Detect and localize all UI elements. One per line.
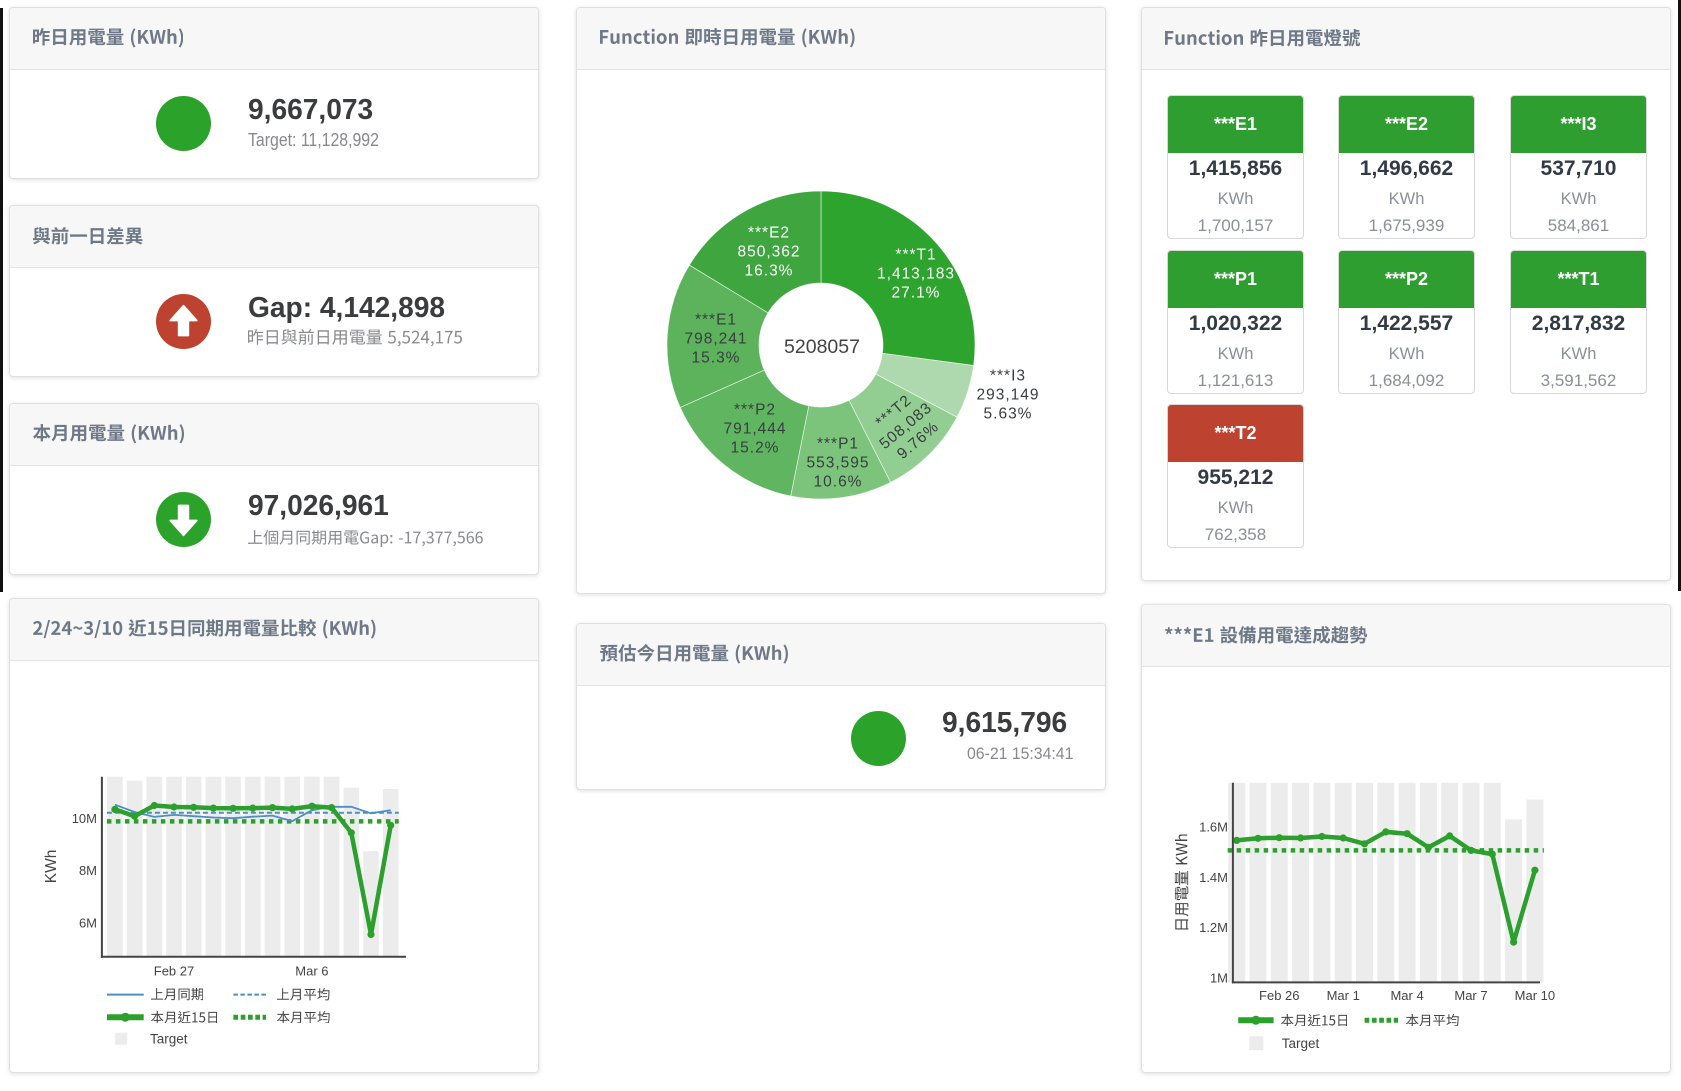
svg-text:6M: 6M [79,915,97,930]
svg-text:Mar 10: Mar 10 [1515,988,1555,1003]
svg-text:Mar 1: Mar 1 [1327,988,1360,1003]
svg-text:1.2M: 1.2M [1199,920,1228,935]
svg-text:Mar 4: Mar 4 [1390,988,1423,1003]
svg-text:1.4M: 1.4M [1199,870,1228,885]
svg-text:KWh: KWh [43,850,60,884]
svg-text:Mar 7: Mar 7 [1454,988,1487,1003]
svg-text:Mar 6: Mar 6 [295,964,328,979]
svg-text:Feb 27: Feb 27 [154,964,194,979]
svg-text:10M: 10M [72,811,97,826]
svg-text:1M: 1M [1210,970,1228,985]
svg-text:Feb 26: Feb 26 [1259,988,1299,1003]
svg-text:1.6M: 1.6M [1199,820,1228,835]
svg-text:Target: Target [1282,1036,1320,1051]
svg-text:Target: Target [150,1032,188,1047]
svg-text:8M: 8M [79,863,97,878]
